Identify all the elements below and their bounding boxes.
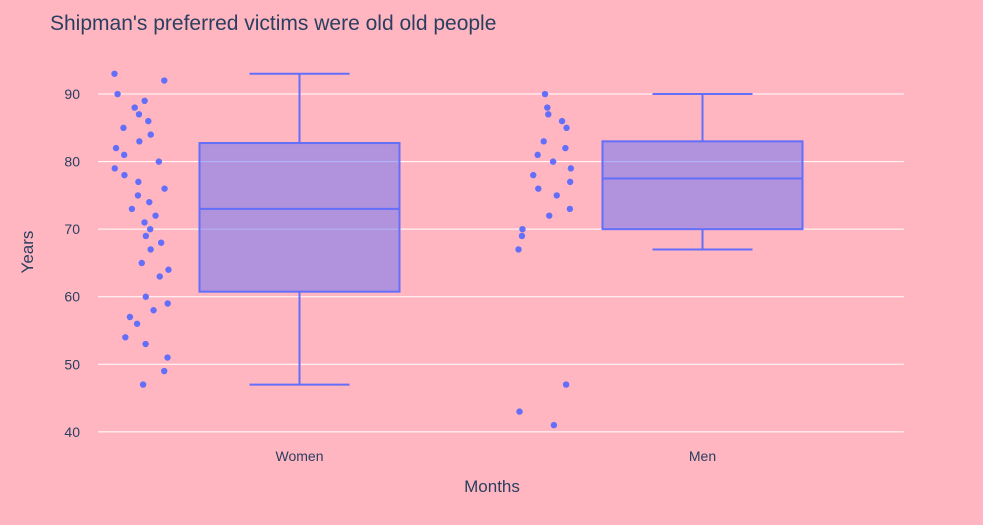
data-point (540, 138, 547, 145)
data-point (161, 367, 168, 375)
y-tick-label: 60 (64, 289, 80, 305)
data-point (563, 124, 570, 132)
data-point (138, 259, 145, 267)
data-point (152, 212, 159, 219)
data-point (121, 171, 128, 179)
data-point (112, 144, 120, 152)
data-point (553, 192, 560, 199)
data-point (111, 165, 118, 172)
y-tick-label: 70 (64, 221, 80, 237)
data-point (142, 232, 150, 240)
data-point (515, 246, 522, 253)
data-point (516, 408, 523, 415)
y-tick-label: 80 (64, 154, 80, 170)
data-point (567, 165, 575, 172)
chart-title: Shipman's preferred victims were old old… (50, 12, 496, 35)
data-point (546, 212, 553, 219)
data-point (126, 313, 134, 321)
data-point (530, 171, 537, 179)
data-points (111, 70, 575, 429)
data-point (128, 205, 136, 213)
data-point (141, 97, 148, 105)
data-point (164, 300, 171, 307)
data-point (562, 381, 570, 388)
data-point (133, 320, 141, 327)
y-tick-label: 40 (64, 424, 80, 440)
data-point (545, 111, 552, 118)
x-axis-title: Months (464, 477, 520, 496)
data-point (120, 124, 127, 132)
data-point (566, 205, 574, 213)
data-point (134, 192, 142, 199)
data-point (550, 421, 558, 429)
data-point (146, 198, 153, 206)
data-point (141, 219, 148, 226)
data-point (549, 158, 557, 165)
data-point (145, 117, 152, 125)
data-point (122, 334, 129, 341)
x-category-label: Women (276, 448, 324, 464)
data-point (541, 90, 549, 98)
data-point (534, 151, 541, 159)
y-tick-label: 50 (64, 356, 80, 372)
data-point (161, 185, 168, 192)
data-point (139, 381, 147, 388)
data-point (111, 70, 118, 77)
data-point (131, 104, 138, 111)
box-iqr (601, 140, 804, 231)
data-point (164, 354, 171, 361)
data-point (114, 90, 121, 98)
data-point (135, 111, 143, 118)
data-point (518, 232, 526, 240)
data-point (147, 246, 154, 253)
data-point (161, 77, 168, 84)
box-iqr (198, 142, 401, 293)
data-point (156, 273, 163, 280)
data-point (155, 158, 163, 165)
data-point (120, 151, 128, 159)
data-point (558, 117, 566, 125)
x-axis-categories: Women Men (276, 448, 717, 464)
boxes (198, 72, 804, 386)
x-category-label: Men (689, 448, 716, 464)
data-point (519, 225, 526, 233)
data-point (566, 178, 574, 186)
data-point (135, 178, 142, 186)
data-point (544, 104, 551, 111)
y-axis-ticks: 40 50 60 70 80 90 (64, 86, 80, 440)
data-point (157, 239, 165, 246)
data-point (146, 225, 154, 233)
y-axis-title: Years (18, 231, 37, 274)
data-point (535, 185, 542, 192)
data-point (147, 131, 154, 138)
data-point (136, 138, 143, 145)
data-point (142, 293, 150, 300)
data-point (142, 340, 149, 348)
data-point (150, 307, 157, 314)
y-tick-label: 90 (64, 86, 80, 102)
data-point (562, 144, 569, 152)
data-point (165, 266, 172, 273)
